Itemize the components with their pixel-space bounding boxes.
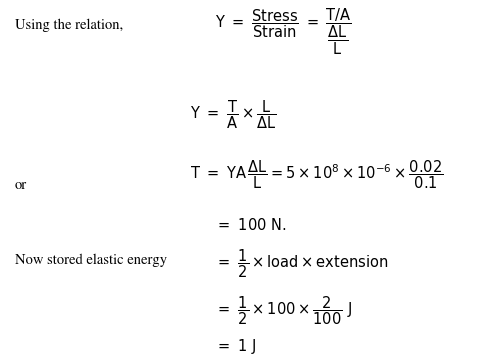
Text: $\mathrm{=\ 100\ N.}$: $\mathrm{=\ 100\ N.}$ bbox=[215, 217, 287, 233]
Text: $\mathrm{=\ \dfrac{1}{2} \times load \times extension}$: $\mathrm{=\ \dfrac{1}{2} \times load \ti… bbox=[215, 248, 389, 281]
Text: $\mathrm{Y\ =\ \dfrac{T}{A} \times \dfrac{L}{\Delta L}}$: $\mathrm{Y\ =\ \dfrac{T}{A} \times \dfra… bbox=[190, 98, 277, 131]
Text: $\mathrm{=\ \dfrac{1}{2} \times 100 \times \dfrac{2}{100}\ J}$: $\mathrm{=\ \dfrac{1}{2} \times 100 \tim… bbox=[215, 294, 353, 327]
Text: or: or bbox=[15, 179, 27, 192]
Text: $\mathrm{Y\ =\ \dfrac{Stress}{Strain}\ =\ \dfrac{T/A}{\dfrac{\Delta L}{L}}}$: $\mathrm{Y\ =\ \dfrac{Stress}{Strain}\ =… bbox=[215, 7, 352, 57]
Text: Using the relation,: Using the relation, bbox=[15, 18, 123, 32]
Text: $\mathrm{=\ 1\ J}$: $\mathrm{=\ 1\ J}$ bbox=[215, 337, 257, 356]
Text: $\mathrm{T\ =\ YA\,\dfrac{\Delta L}{L} = 5 \times 10^{8} \times 10^{-6} \times \: $\mathrm{T\ =\ YA\,\dfrac{\Delta L}{L} =… bbox=[190, 159, 444, 191]
Text: Now stored elastic energy: Now stored elastic energy bbox=[15, 254, 167, 267]
